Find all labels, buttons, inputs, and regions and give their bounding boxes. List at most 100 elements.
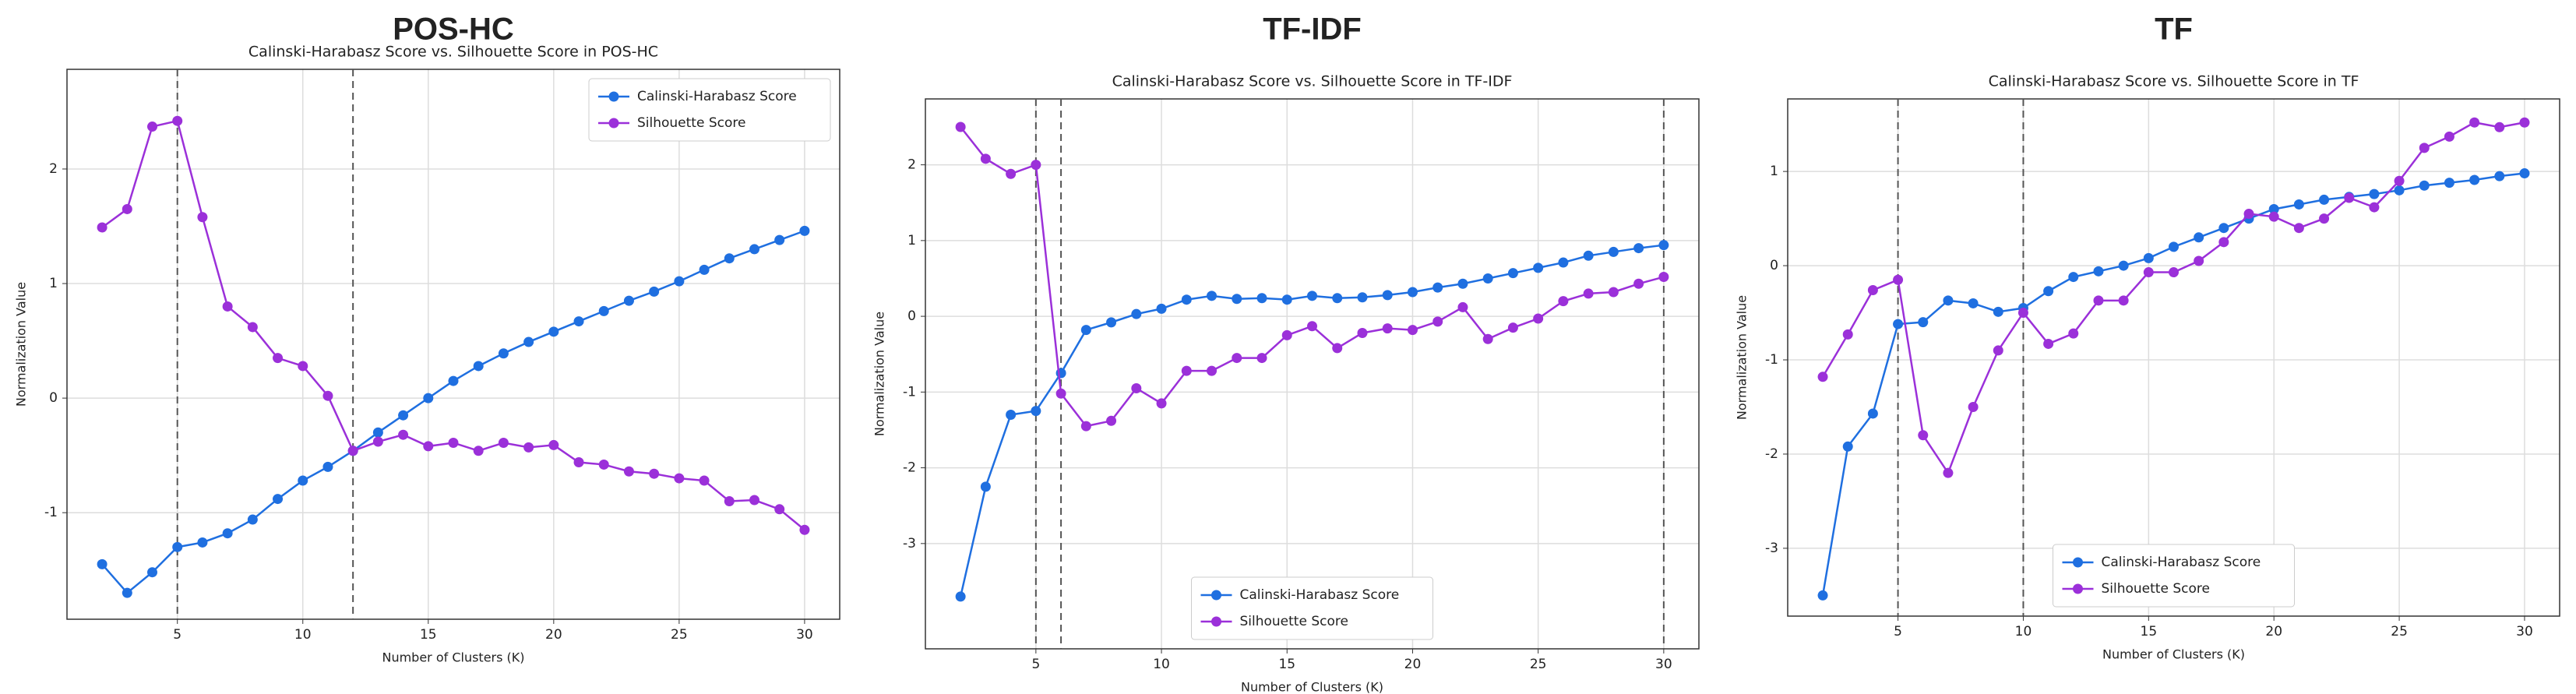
data-point — [97, 558, 107, 569]
data-point — [724, 253, 735, 264]
y-tick-label: -2 — [1765, 446, 1778, 462]
data-point — [1482, 333, 1493, 344]
y-tick-label: -1 — [1765, 352, 1778, 368]
data-point — [448, 437, 459, 448]
data-point — [1993, 306, 2003, 317]
data-point — [1232, 294, 1242, 305]
plot-frame — [1787, 98, 2560, 617]
chart-title: Calinski-Harabasz Score vs. Silhouette S… — [1112, 73, 1513, 90]
data-point — [2093, 266, 2104, 277]
series-line — [101, 230, 805, 594]
data-point — [122, 587, 132, 598]
data-point — [2519, 168, 2530, 179]
data-point — [573, 316, 584, 327]
data-point — [1558, 296, 1569, 307]
data-point — [1181, 294, 1192, 305]
data-point — [674, 473, 685, 484]
data-point — [1817, 372, 1828, 382]
data-point — [2169, 241, 2179, 252]
data-point — [1457, 301, 1468, 312]
data-point — [222, 301, 233, 312]
data-point — [1893, 274, 1904, 285]
series-line — [1821, 121, 2525, 475]
data-point — [2243, 209, 2254, 220]
y-tick-label: -3 — [1765, 541, 1778, 556]
data-point — [548, 326, 559, 337]
data-point — [1031, 406, 1041, 417]
y-tick-label: -2 — [903, 460, 916, 476]
data-point — [1943, 467, 1954, 478]
data-point — [749, 495, 759, 506]
data-point — [1893, 319, 1904, 329]
data-point — [2093, 295, 2104, 306]
data-point — [1993, 345, 2003, 356]
data-point — [2268, 204, 2279, 215]
data-point — [2419, 143, 2430, 153]
x-tick-label: 25 — [2391, 624, 2408, 639]
data-point — [2043, 338, 2054, 349]
y-tick-label: -1 — [44, 505, 58, 520]
data-point — [2194, 255, 2204, 266]
data-point — [1357, 292, 1368, 303]
data-point — [699, 475, 710, 486]
data-point — [774, 504, 785, 515]
legend-box — [1191, 576, 1433, 640]
data-point — [298, 475, 308, 486]
x-tick-label: 25 — [671, 627, 688, 643]
x-tick-label: 10 — [294, 627, 312, 643]
data-point — [2218, 223, 2229, 234]
data-point — [1181, 365, 1192, 376]
data-point — [2319, 213, 2330, 224]
x-tick-label: 20 — [1404, 657, 1422, 672]
plot-frame — [925, 98, 1700, 650]
y-tick-label: -3 — [903, 536, 916, 551]
x-axis-label: Number of Clusters (K) — [382, 650, 524, 665]
data-point — [649, 468, 660, 479]
data-point — [247, 322, 258, 333]
x-tick-label: 30 — [796, 627, 813, 643]
data-point — [1842, 329, 1853, 340]
data-point — [372, 436, 383, 447]
data-point — [1968, 401, 1979, 412]
series-line — [1821, 172, 2525, 596]
data-point — [1382, 290, 1393, 301]
x-axis-label: Number of Clusters (K) — [1241, 680, 1383, 694]
data-point — [1533, 262, 1544, 273]
data-point — [122, 203, 132, 214]
legend-label: Calinski-Harabasz Score — [637, 89, 797, 104]
data-point — [1006, 410, 1017, 421]
x-tick-label: 15 — [2141, 624, 2158, 639]
legend-marker — [1211, 616, 1221, 627]
data-point — [1633, 243, 1644, 254]
data-point — [1006, 168, 1017, 179]
data-point — [1583, 288, 1594, 299]
data-point — [1332, 343, 1343, 354]
data-point — [2118, 260, 2129, 271]
data-point — [372, 427, 383, 438]
data-point — [1281, 329, 1292, 340]
x-tick-label: 20 — [545, 627, 562, 643]
data-point — [2444, 131, 2454, 142]
data-point — [1232, 353, 1242, 364]
data-point — [1583, 250, 1594, 261]
legend-box — [588, 78, 831, 142]
data-point — [2344, 192, 2355, 203]
data-point — [273, 494, 284, 505]
data-point — [1031, 160, 1041, 171]
data-point — [2194, 232, 2204, 243]
data-point — [2519, 117, 2530, 128]
data-point — [1867, 285, 1878, 296]
data-point — [473, 446, 484, 456]
series-line — [960, 126, 1665, 428]
data-point — [2218, 237, 2229, 248]
data-point — [172, 115, 183, 126]
x-tick-label: 10 — [1153, 657, 1170, 672]
data-point — [724, 496, 735, 507]
data-point — [1658, 272, 1669, 283]
data-point — [498, 437, 509, 448]
legend-marker — [2073, 583, 2083, 594]
y-tick-label: 0 — [49, 390, 58, 406]
chart-title: Calinski-Harabasz Score vs. Silhouette S… — [1989, 73, 2359, 90]
